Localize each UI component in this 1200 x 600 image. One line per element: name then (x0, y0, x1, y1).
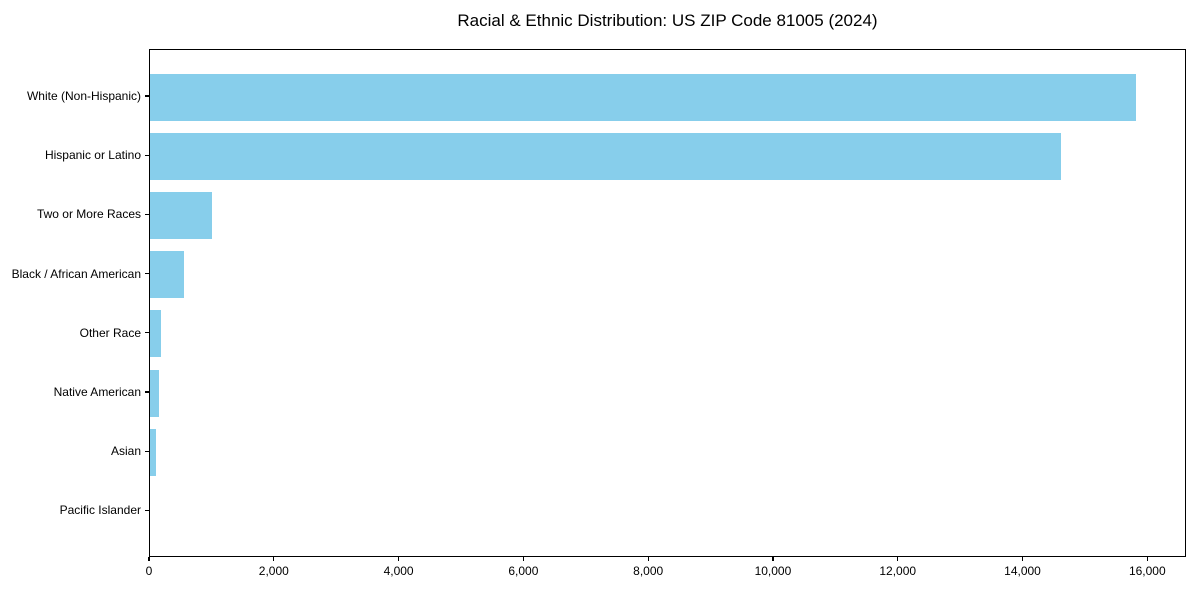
y-tick-label: Asian (110, 444, 141, 459)
y-tick-mark (145, 273, 149, 275)
x-tick-mark (1021, 557, 1024, 561)
plot-area (149, 49, 1186, 557)
x-tick-label: 14,000 (1004, 564, 1041, 578)
y-tick-mark (145, 332, 149, 334)
bar-hispanic-or-latino (150, 132, 1061, 180)
y-tick-mark (145, 391, 149, 393)
bar-native-american (150, 369, 160, 417)
bar-other-race (150, 310, 162, 358)
chart-title: Racial & Ethnic Distribution: US ZIP Cod… (457, 11, 878, 30)
y-tick-label: Two or More Races (36, 207, 141, 222)
bar-two-or-more-races (150, 191, 213, 239)
y-tick-mark (145, 95, 149, 97)
y-tick-mark (145, 509, 149, 511)
x-tick-mark (522, 557, 524, 561)
y-tick-label: Native American (53, 385, 141, 399)
x-tick-mark (772, 557, 774, 561)
x-tick-label: 2,000 (258, 564, 289, 578)
y-tick-label: Black / African American (11, 266, 141, 281)
y-tick-label: Pacific Islander (59, 503, 141, 518)
y-tick-mark (145, 450, 149, 452)
x-tick-mark (897, 557, 899, 561)
y-tick-mark (145, 154, 149, 156)
bar-black-african-american (150, 251, 185, 299)
x-tick-mark (1146, 557, 1148, 561)
y-tick-mark (145, 213, 149, 215)
bar-white-non-hispanic (150, 73, 1136, 121)
x-tick-mark (273, 557, 275, 561)
x-tick-label: 0 (145, 564, 153, 578)
x-tick-label: 4,000 (383, 564, 414, 578)
x-tick-mark (397, 557, 400, 561)
y-tick-label: White (Non-Hispanic) (26, 89, 141, 103)
x-tick-label: 8,000 (633, 564, 664, 578)
x-tick-label: 16,000 (1128, 564, 1166, 578)
y-tick-label: Hispanic or Latino (44, 148, 141, 163)
x-tick-mark (148, 557, 150, 561)
x-tick-label: 12,000 (879, 564, 917, 578)
x-tick-label: 10,000 (754, 564, 792, 578)
x-tick-label: 6,000 (508, 564, 539, 578)
bar-asian (150, 428, 156, 476)
x-tick-mark (647, 557, 649, 561)
y-tick-label: Other Race (79, 325, 141, 340)
